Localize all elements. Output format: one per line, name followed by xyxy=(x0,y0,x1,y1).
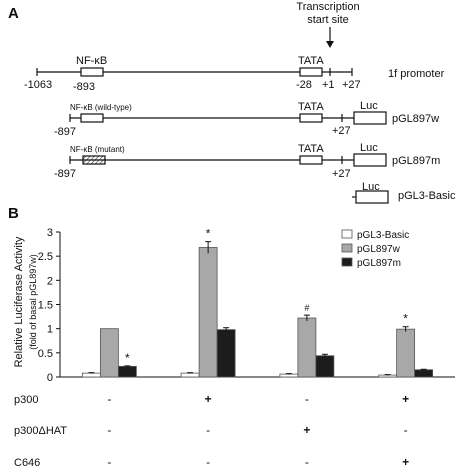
construct-w-tata-label: TATA xyxy=(298,101,324,113)
construct-basic-luc-label: Luc xyxy=(362,181,380,193)
construct-m-luc-box xyxy=(353,153,387,167)
bar xyxy=(117,365,137,378)
legend-label: pGL897w xyxy=(357,244,401,255)
promoter-pos-plus27: +27 xyxy=(342,79,361,91)
promoter-tata-label: TATA xyxy=(298,55,324,67)
treatment-value: - xyxy=(107,392,111,406)
construct-w-pos-left: -897 xyxy=(54,126,76,138)
significance-mark: * xyxy=(125,351,130,365)
legend-label: pGL3-Basic xyxy=(357,230,409,241)
construct-m-name: pGL897m xyxy=(392,155,440,167)
panel-a-label: A xyxy=(8,5,19,22)
construct-m-nfkb-label: NF-κB (mutant) xyxy=(70,145,125,154)
treatment-name: p300ΔHAT xyxy=(14,425,67,437)
construct-pgl897m: NF-κB (mutant) TATA Luc -897 +27 pGL897m xyxy=(54,142,440,180)
tss-arrow-head-icon xyxy=(326,41,334,48)
construct-w-luc-label: Luc xyxy=(360,100,378,112)
bar xyxy=(396,328,416,378)
significance-mark: # xyxy=(304,303,309,313)
y-axis-label-sub: (fold of basal pGL897w) xyxy=(28,254,38,350)
y-tick-label: 1 xyxy=(47,324,53,336)
y-tick-label: 2.5 xyxy=(38,251,53,263)
construct-basic-name: pGL3-Basic xyxy=(398,190,456,202)
treatment-value: + xyxy=(402,455,409,469)
construct-m-pos-left: -897 xyxy=(54,168,76,180)
promoter-pos-tata: -28 xyxy=(296,79,312,91)
promoter-diagram: NF-κB TATA -1063 -893 -28 +1 +27 1f prom… xyxy=(24,55,445,93)
construct-w-nfkb-label: NF-κB (wild-type) xyxy=(70,103,132,112)
tss-label-line1: Transcription xyxy=(296,1,359,13)
treatment-value: - xyxy=(107,423,111,437)
treatment-table: p300 - + - + p300ΔHAT - - + - C646 - - - + xyxy=(14,392,409,469)
promoter-pos-left: -1063 xyxy=(24,79,52,91)
promoter-pos-nfkb: -893 xyxy=(73,81,95,93)
chart-legend: pGL3-Basic pGL897w pGL897m xyxy=(341,229,409,269)
promoter-tata-box xyxy=(299,67,323,77)
bar xyxy=(216,329,236,378)
construct-m-nfkb-box xyxy=(82,155,106,165)
bar xyxy=(180,372,200,378)
promoter-nfkb-label: NF-κB xyxy=(76,55,107,67)
treatment-name: p300 xyxy=(14,394,38,406)
promoter-pos-plus1: +1 xyxy=(322,79,335,91)
y-tick-label: 2 xyxy=(47,275,53,287)
chart-bars: * # * * xyxy=(81,227,434,378)
y-axis-label: Relative Luciferase Activity xyxy=(13,236,25,367)
treatment-value: - xyxy=(206,455,210,469)
y-tick-label: 1.5 xyxy=(38,300,53,312)
treatment-value: - xyxy=(305,455,309,469)
construct-m-tata-label: TATA xyxy=(298,143,324,155)
treatment-value: - xyxy=(404,423,408,437)
y-tick-label: 0.5 xyxy=(38,348,53,360)
construct-m-luc-label: Luc xyxy=(360,142,378,154)
treatment-value: - xyxy=(206,423,210,437)
construct-w-name: pGL897w xyxy=(392,113,439,125)
legend-swatch xyxy=(341,229,353,239)
construct-w-tata-box xyxy=(299,113,323,123)
significance-mark: * xyxy=(403,312,408,326)
bar xyxy=(198,247,218,378)
treatment-value: - xyxy=(107,455,111,469)
construct-m-pos-right: +27 xyxy=(332,168,351,180)
treatment-value: + xyxy=(303,423,310,437)
promoter-nfkb-box xyxy=(80,67,104,77)
y-tick-label: 3 xyxy=(47,227,53,239)
construct-pgl897w: NF-κB (wild-type) TATA Luc -897 +27 pGL8… xyxy=(54,100,439,138)
construct-w-nfkb-box xyxy=(80,113,104,123)
panel-b-label: B xyxy=(8,205,19,222)
promoter-name: 1f promoter xyxy=(388,68,445,80)
y-tick-label: 0 xyxy=(47,372,53,384)
significance-mark: * xyxy=(206,227,211,241)
treatment-value: + xyxy=(205,392,212,406)
construct-w-pos-right: +27 xyxy=(332,125,351,137)
bar xyxy=(297,317,317,378)
bar xyxy=(81,372,101,378)
treatment-value: - xyxy=(305,392,309,406)
construct-basic-luc-box xyxy=(355,190,389,204)
bar xyxy=(414,369,434,378)
treatment-name: C646 xyxy=(14,457,40,469)
legend-label: pGL897m xyxy=(357,258,401,269)
bar xyxy=(315,355,335,378)
legend-swatch xyxy=(341,257,353,267)
construct-m-tata-box xyxy=(299,155,323,165)
legend-swatch xyxy=(341,243,353,253)
bar xyxy=(99,328,119,378)
construct-w-luc-box xyxy=(353,111,387,125)
construct-pgl3-basic: Luc pGL3-Basic xyxy=(352,181,456,204)
tss-label-line2: start site xyxy=(307,14,349,26)
treatment-value: + xyxy=(402,392,409,406)
